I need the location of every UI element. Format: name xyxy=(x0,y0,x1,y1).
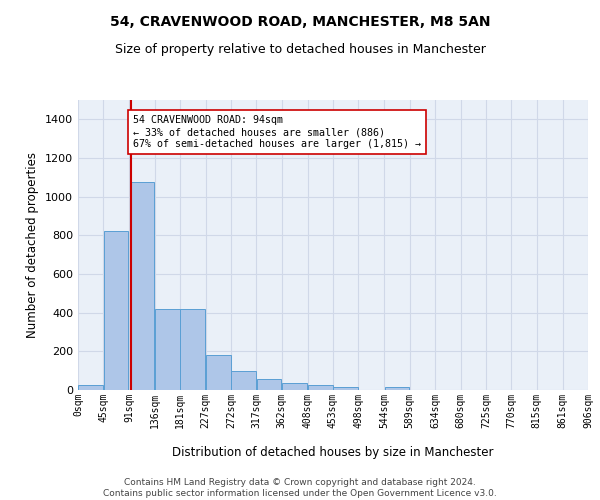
Y-axis label: Number of detached properties: Number of detached properties xyxy=(26,152,40,338)
Bar xyxy=(385,387,409,390)
Bar xyxy=(130,182,154,390)
Text: 54, CRAVENWOOD ROAD, MANCHESTER, M8 5AN: 54, CRAVENWOOD ROAD, MANCHESTER, M8 5AN xyxy=(110,15,490,29)
Text: 54 CRAVENWOOD ROAD: 94sqm
← 33% of detached houses are smaller (886)
67% of semi: 54 CRAVENWOOD ROAD: 94sqm ← 33% of detac… xyxy=(133,116,421,148)
Bar xyxy=(257,380,281,390)
Bar xyxy=(180,309,205,390)
Bar xyxy=(155,309,179,390)
Bar xyxy=(206,355,231,390)
Bar xyxy=(232,370,256,390)
Bar xyxy=(308,385,333,390)
Bar xyxy=(78,385,103,390)
Bar xyxy=(282,383,307,390)
Text: Contains HM Land Registry data © Crown copyright and database right 2024.
Contai: Contains HM Land Registry data © Crown c… xyxy=(103,478,497,498)
Bar xyxy=(104,230,128,390)
Text: Size of property relative to detached houses in Manchester: Size of property relative to detached ho… xyxy=(115,42,485,56)
Bar xyxy=(333,387,358,390)
Text: Distribution of detached houses by size in Manchester: Distribution of detached houses by size … xyxy=(172,446,494,459)
